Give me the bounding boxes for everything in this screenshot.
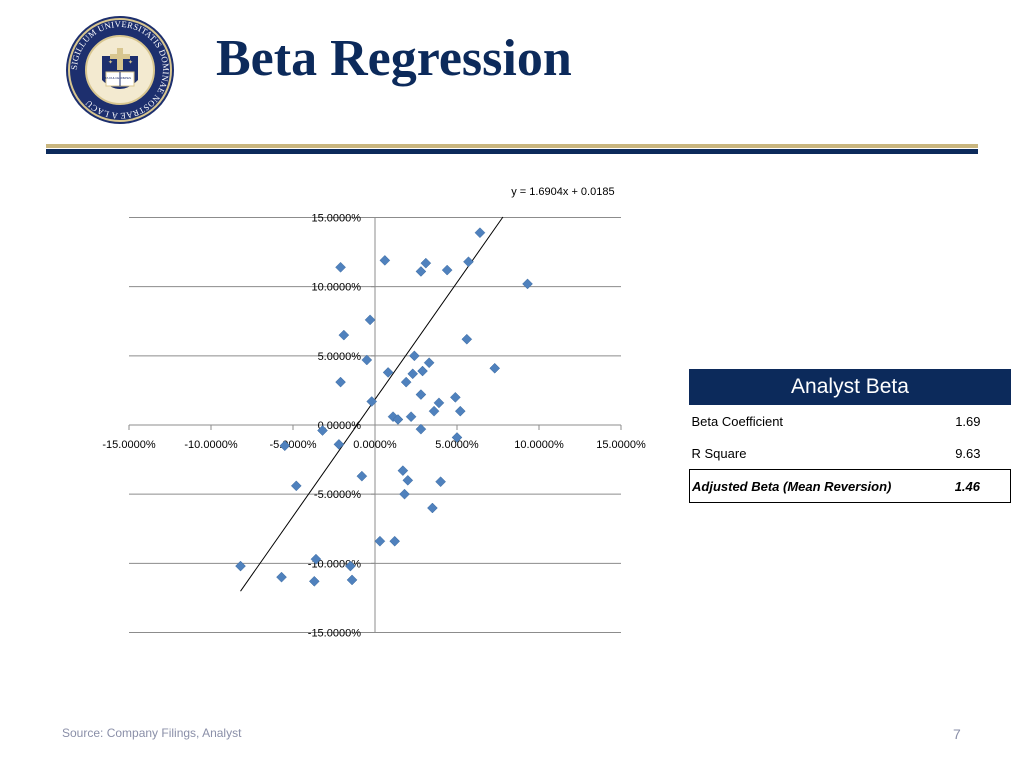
seal-book-text-left: VITA DULCEDO xyxy=(102,76,124,80)
adjusted-beta-label: Adjusted Beta (Mean Reversion) xyxy=(688,469,940,503)
y-tick-label: 15.0000% xyxy=(311,213,361,225)
x-tick-label: 15.0000% xyxy=(596,439,646,451)
chart-axes xyxy=(128,217,622,633)
data-point xyxy=(356,470,368,482)
beta-scatter-chart: -15.0000%-10.0000%-5.0000%0.0000%5.0000%… xyxy=(102,186,646,640)
data-point xyxy=(451,432,463,443)
data-point xyxy=(235,560,246,572)
data-point xyxy=(435,476,446,488)
y-tick-label: -5.0000% xyxy=(314,489,361,501)
data-point xyxy=(399,488,410,500)
title-rule-gold xyxy=(46,144,978,148)
x-tick-label: -10.0000% xyxy=(184,439,237,451)
data-point xyxy=(450,391,461,403)
data-point xyxy=(345,560,356,572)
beta-coefficient-value: 1.69 xyxy=(955,413,981,429)
trendline-equation: y = 1.6904x + 0.0185 xyxy=(511,186,614,198)
data-point xyxy=(415,423,427,435)
source-note: Source: Company Filings, Analyst xyxy=(62,726,242,740)
data-point xyxy=(420,257,432,269)
x-tick-labels: -15.0000% -10.0000% -5.0000% 0.0000% 5.0000%… xyxy=(102,439,646,451)
data-point xyxy=(338,329,350,341)
university-seal-logo: SIGILLUM UNIVERSITATIS DOMINAE NOSTRAE A… xyxy=(66,16,174,124)
data-point xyxy=(364,314,376,326)
data-point xyxy=(389,535,401,547)
data-point xyxy=(361,354,373,366)
data-point xyxy=(335,261,346,273)
table-row: R Square 9.63 xyxy=(690,437,1011,470)
table-row: Beta Coefficient 1.69 xyxy=(690,405,1011,438)
data-point xyxy=(409,350,420,362)
data-point xyxy=(415,266,427,277)
data-point xyxy=(463,256,474,268)
data-point xyxy=(308,575,320,587)
beta-coefficient-label: Beta Coefficient xyxy=(691,413,784,429)
star-icon: ✦ xyxy=(108,59,113,66)
x-tick-label: -15.0000% xyxy=(102,439,155,451)
data-point xyxy=(461,333,473,345)
data-point xyxy=(415,389,427,400)
page-number: 7 xyxy=(953,726,961,742)
data-point xyxy=(397,465,409,477)
adjusted-beta-value: 1.46 xyxy=(939,469,1011,503)
data-point xyxy=(333,439,345,450)
y-tick-labels: -15.0000%-10.0000%-5.0000%0.0000%5.0000%… xyxy=(308,213,361,640)
x-tick-label: 10.0000% xyxy=(514,439,564,451)
x-tick-label: 5.0000% xyxy=(435,439,479,451)
r-square-label: R Square xyxy=(691,445,747,461)
seal-book-text-right: SPES xyxy=(123,76,131,80)
data-point xyxy=(346,574,358,586)
data-point xyxy=(400,376,412,388)
analyst-beta-table: Analyst Beta Beta Coefficient 1.69 R Squ… xyxy=(688,369,1011,503)
y-tick-label: 0.0000% xyxy=(318,420,362,432)
table-header: Analyst Beta xyxy=(689,369,1011,405)
data-point xyxy=(474,227,486,239)
data-point xyxy=(276,571,287,583)
r-square-value: 9.63 xyxy=(955,445,981,461)
data-point xyxy=(433,397,445,409)
y-tick-label: 10.0000% xyxy=(311,282,361,294)
data-point xyxy=(379,255,391,266)
data-point xyxy=(454,405,466,417)
data-point xyxy=(417,365,428,377)
data-point xyxy=(279,440,291,452)
page-title: Beta Regression xyxy=(216,30,572,87)
data-point xyxy=(374,535,386,547)
data-point xyxy=(522,278,533,290)
data-point xyxy=(310,553,322,565)
data-point xyxy=(405,411,417,423)
data-point xyxy=(427,502,438,514)
table-row: Adjusted Beta (Mean Reversion) 1.46 xyxy=(688,469,1011,503)
x-tick-label: -5.0000% xyxy=(269,439,316,451)
data-point xyxy=(382,367,394,378)
star-icon: ✦ xyxy=(128,59,133,66)
data-point xyxy=(407,368,419,380)
data-point xyxy=(392,414,404,425)
data-point xyxy=(335,376,346,388)
data-point xyxy=(428,405,440,417)
y-tick-label: -15.0000% xyxy=(308,628,361,640)
data-point xyxy=(423,357,435,369)
y-tick-label: 5.0000% xyxy=(318,351,362,363)
data-point xyxy=(402,474,414,486)
data-points xyxy=(235,227,533,587)
data-point xyxy=(317,425,328,436)
data-point xyxy=(290,480,302,492)
data-point xyxy=(489,362,501,374)
title-rule-navy xyxy=(46,149,978,154)
data-point xyxy=(441,264,453,276)
data-point xyxy=(366,396,378,407)
x-tick-label: 0.0000% xyxy=(353,439,397,451)
